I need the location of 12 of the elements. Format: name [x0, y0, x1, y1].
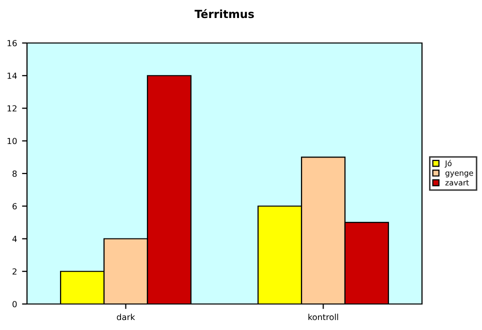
- y-tick-label: 6: [12, 203, 17, 210]
- y-tick-label: 10: [8, 138, 17, 144]
- y-tick-label: 14: [8, 72, 17, 79]
- y-tick-label: 4: [12, 236, 17, 242]
- y-tick-label: 2: [12, 268, 16, 275]
- y-tick-label: 16: [8, 40, 17, 46]
- y-tick-label: 12: [8, 105, 16, 112]
- y-tick-label: 0: [12, 300, 17, 308]
- y-tick-label: 8: [12, 170, 17, 177]
- x-tick-label: kontroll: [308, 314, 338, 320]
- chart-title: Térritmus: [194, 9, 254, 18]
- x-tick-label: dark: [116, 314, 136, 320]
